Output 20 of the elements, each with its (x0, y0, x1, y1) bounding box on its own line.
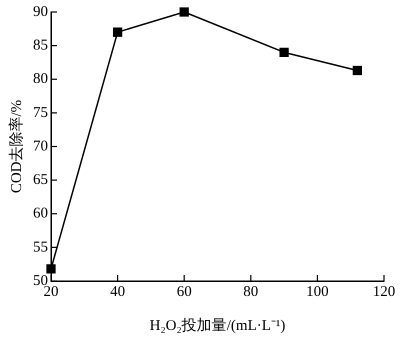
y-tick-label: 55 (33, 239, 48, 256)
point (180, 7, 189, 17)
x-tick-label: 60 (176, 284, 192, 300)
x-tick-label: 100 (306, 284, 329, 300)
y-tick-label: 75 (33, 104, 48, 121)
point (46, 264, 56, 274)
x-axis-title: H₂O₂投加量/(mL·L⁻¹) (150, 316, 286, 334)
y-axis-title: COD去除率/% (8, 100, 25, 194)
point (112, 28, 122, 37)
x-tick-label: 120 (372, 284, 396, 300)
point (279, 48, 289, 57)
y-tick-label: 90 (33, 4, 48, 20)
x-tick-label: 40 (110, 284, 126, 300)
y-tick-label: 70 (33, 138, 48, 154)
point (352, 66, 362, 76)
y-tick-label: 85 (33, 38, 48, 54)
y-tick-label: 60 (33, 206, 48, 222)
y-tick-label: 65 (33, 172, 48, 188)
x-tick-label: 80 (243, 284, 258, 300)
y-tick-label: 80 (33, 71, 48, 88)
